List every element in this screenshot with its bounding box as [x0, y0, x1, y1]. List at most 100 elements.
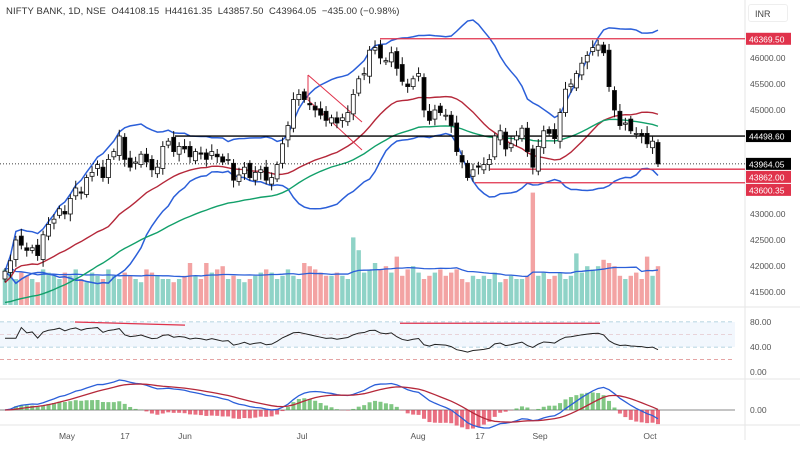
macd-histogram-bar: [19, 405, 24, 410]
macd-histogram-bar: [258, 410, 263, 417]
volume-bar: [307, 266, 312, 305]
volume-bar: [340, 275, 345, 305]
macd-histogram-bar: [198, 410, 203, 416]
candle-body: [51, 218, 57, 224]
volume-bar: [552, 275, 557, 305]
volume-bar: [269, 272, 274, 305]
volume-bar: [470, 275, 476, 305]
macd-histogram-bar: [541, 406, 546, 410]
volume-bar: [655, 266, 661, 305]
volume-bar: [400, 275, 405, 305]
volume-bar: [51, 275, 57, 305]
candle-body: [459, 155, 465, 163]
macd-histogram-bar: [389, 404, 394, 410]
macd-histogram-bar: [563, 399, 568, 410]
volume-bar: [100, 279, 106, 305]
volume-bar: [449, 272, 454, 305]
macd-histogram-bar: [438, 410, 443, 423]
candle-body: [269, 177, 275, 185]
candle-body: [541, 130, 547, 149]
volume-bar: [497, 282, 503, 305]
macd-histogram-bar: [394, 406, 399, 410]
candle-body: [612, 90, 617, 111]
volume-bar: [606, 263, 612, 305]
candle-body: [236, 174, 242, 182]
candle-body: [198, 152, 204, 155]
volume-bar: [62, 272, 68, 305]
volume-bar: [546, 279, 552, 305]
macd-histogram-bar: [285, 407, 290, 410]
macd-histogram-bar: [416, 410, 421, 415]
macd-histogram-bar: [177, 410, 182, 413]
volume-bar: [383, 266, 389, 305]
macd-histogram-bar: [313, 400, 318, 410]
level-tag-label: 44498.60: [749, 132, 785, 142]
rsi-tick-label: 0.00: [750, 367, 767, 377]
macd-histogram-bar: [634, 410, 639, 422]
macd-histogram-bar: [35, 406, 40, 410]
volume-bar: [454, 269, 459, 305]
price-tick-label: 46000.00: [750, 53, 786, 63]
candle-body: [329, 117, 334, 124]
volume-bar: [117, 279, 122, 305]
volume-bar: [106, 269, 111, 305]
volume-bar: [144, 269, 149, 305]
candle-body: [176, 145, 182, 155]
volume-bar: [68, 275, 73, 305]
candle-body: [203, 152, 209, 160]
candle-body: [622, 122, 628, 125]
volume-bar: [503, 279, 508, 305]
macd-histogram-bar: [628, 410, 633, 420]
candle-body: [448, 114, 454, 126]
candle-body: [89, 171, 95, 177]
candle-body: [95, 164, 100, 169]
candle-body: [372, 47, 378, 51]
candle-body: [231, 162, 236, 181]
volume-bar: [334, 272, 340, 305]
ema-line: [4, 118, 659, 304]
macd-histogram-bar: [498, 410, 503, 413]
macd-histogram-bar: [111, 402, 116, 410]
macd-histogram-bar: [503, 410, 508, 412]
candle-body: [416, 73, 421, 77]
candle-body: [307, 103, 313, 106]
volume-bar: [372, 263, 378, 305]
candle-body: [8, 260, 13, 273]
currency-button[interactable]: INR: [748, 4, 788, 22]
volume-bar: [176, 279, 182, 305]
volume-bar: [405, 269, 410, 305]
volume-bar: [323, 275, 329, 305]
candle-body: [122, 136, 128, 160]
volume-bar: [416, 272, 421, 305]
volume-bar: [78, 279, 84, 305]
candle-body: [639, 132, 645, 137]
macd-histogram-bar: [220, 410, 225, 417]
candle-body: [84, 177, 90, 195]
macd-histogram-bar: [247, 410, 252, 419]
macd-histogram-bar: [144, 410, 149, 412]
level-tag-label: 43964.05: [749, 159, 785, 169]
candle-body: [405, 83, 411, 87]
chart-title: NIFTY BANK, 1D, NSE O44108.15 H44161.35 …: [6, 6, 400, 17]
candle-body: [350, 94, 356, 115]
candle-body: [535, 145, 541, 172]
macd-histogram-bar: [193, 410, 198, 415]
macd-histogram-bar: [57, 401, 62, 410]
macd-histogram-bar: [427, 410, 432, 423]
volume-bar: [514, 279, 519, 305]
volume-bar: [35, 282, 40, 305]
macd-histogram-bar: [215, 410, 220, 416]
volume-bar: [247, 279, 253, 305]
volume-bar: [519, 279, 525, 305]
macd-histogram-bar: [149, 410, 154, 414]
candle-body: [399, 64, 405, 82]
candle-body: [546, 129, 552, 134]
macd-histogram-bar: [432, 410, 437, 423]
candle-body: [149, 158, 155, 171]
candle-body: [470, 169, 476, 177]
candle-body: [361, 73, 367, 76]
macd-histogram-bar: [133, 408, 138, 410]
volume-bar: [2, 269, 8, 305]
time-tick-label: 17: [120, 431, 130, 441]
